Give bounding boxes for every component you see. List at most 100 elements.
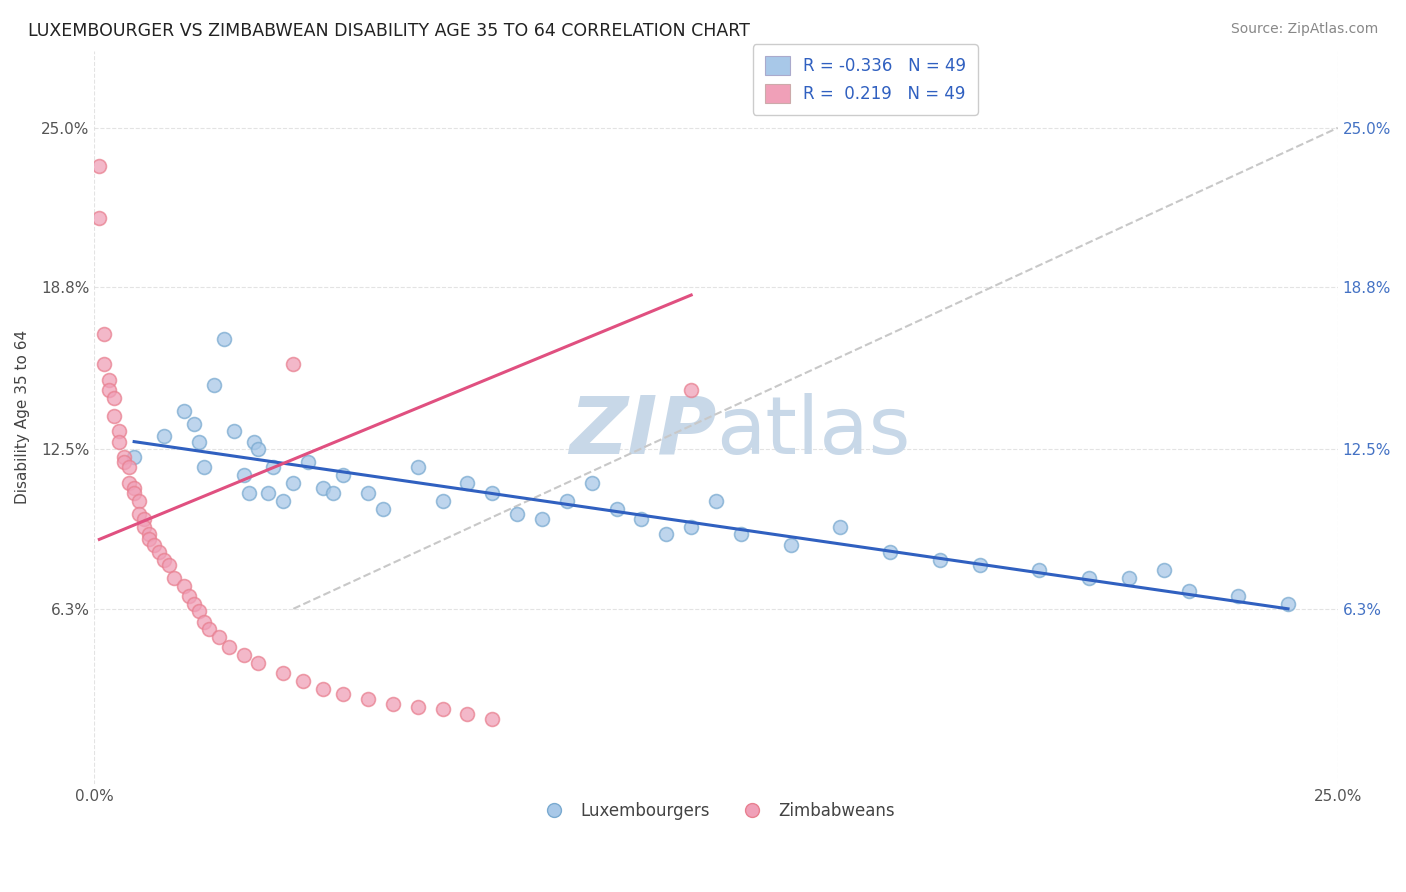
Point (89, 211, 111, 225)
Point (273, 493, 295, 508)
Point (187, 434, 209, 449)
Point (506, 507, 529, 521)
Point (177, 589, 200, 603)
Point (103, 409, 125, 423)
Point (357, 486, 380, 500)
Point (257, 486, 280, 500)
Point (481, 713, 503, 727)
Point (202, 378, 225, 392)
Point (606, 501, 628, 516)
Text: Source: ZipAtlas.com: Source: ZipAtlas.com (1230, 22, 1378, 37)
Point (93, 326, 115, 341)
Point (1177, 583, 1199, 598)
Point (655, 527, 678, 541)
Point (98, 373, 121, 387)
Point (312, 681, 335, 696)
Point (128, 493, 150, 508)
Point (93, 358, 115, 372)
Point (581, 475, 603, 490)
Point (108, 425, 131, 439)
Point (148, 545, 170, 559)
Point (112, 450, 135, 464)
Point (332, 687, 354, 701)
Point (432, 493, 454, 508)
Point (153, 429, 176, 443)
Point (432, 702, 454, 716)
Point (879, 545, 901, 559)
Point (222, 425, 245, 439)
Point (153, 553, 176, 567)
Point (406, 460, 429, 475)
Point (108, 434, 131, 449)
Point (456, 475, 478, 490)
Point (163, 571, 186, 585)
Point (193, 615, 215, 629)
Point (630, 512, 652, 526)
Y-axis label: Disability Age 35 to 64: Disability Age 35 to 64 (15, 330, 30, 504)
Point (122, 450, 145, 464)
Point (118, 460, 141, 475)
Point (193, 460, 215, 475)
Point (238, 486, 260, 500)
Point (98, 383, 121, 397)
Point (681, 383, 703, 397)
Text: ZIP: ZIP (568, 392, 716, 471)
Point (1153, 563, 1175, 577)
Point (283, 358, 305, 372)
Point (730, 527, 752, 541)
Point (1078, 571, 1101, 585)
Point (157, 558, 180, 573)
Point (292, 673, 315, 688)
Point (247, 442, 270, 457)
Point (332, 468, 354, 483)
Point (183, 417, 205, 431)
Point (212, 332, 235, 346)
Point (89, 160, 111, 174)
Point (122, 486, 145, 500)
Point (1028, 563, 1050, 577)
Point (143, 537, 166, 551)
Text: atlas: atlas (716, 392, 911, 471)
Point (830, 519, 852, 533)
Point (312, 481, 335, 495)
Point (273, 666, 295, 681)
Point (122, 481, 145, 495)
Point (322, 486, 344, 500)
Text: LUXEMBOURGER VS ZIMBABWEAN DISABILITY AGE 35 TO 64 CORRELATION CHART: LUXEMBOURGER VS ZIMBABWEAN DISABILITY AG… (28, 22, 749, 40)
Point (371, 501, 394, 516)
Point (187, 604, 209, 618)
Point (103, 391, 125, 405)
Point (138, 533, 160, 547)
Point (681, 519, 703, 533)
Point (173, 579, 195, 593)
Point (779, 537, 801, 551)
Point (928, 553, 950, 567)
Point (969, 558, 991, 573)
Point (555, 493, 578, 508)
Point (232, 648, 254, 662)
Point (283, 475, 305, 490)
Point (704, 493, 727, 508)
Point (132, 512, 155, 526)
Point (247, 656, 270, 670)
Point (406, 699, 429, 714)
Point (138, 527, 160, 541)
Point (262, 460, 284, 475)
Point (242, 434, 264, 449)
Point (456, 707, 478, 722)
Point (297, 455, 319, 469)
Legend: Luxembourgers, Zimbabweans: Luxembourgers, Zimbabweans (530, 796, 901, 827)
Point (357, 691, 380, 706)
Point (208, 630, 231, 644)
Point (1118, 571, 1140, 585)
Point (173, 404, 195, 418)
Point (128, 507, 150, 521)
Point (132, 519, 155, 533)
Point (481, 486, 503, 500)
Point (381, 697, 404, 711)
Point (118, 475, 141, 490)
Point (183, 597, 205, 611)
Point (197, 623, 219, 637)
Point (232, 468, 254, 483)
Point (1227, 589, 1250, 603)
